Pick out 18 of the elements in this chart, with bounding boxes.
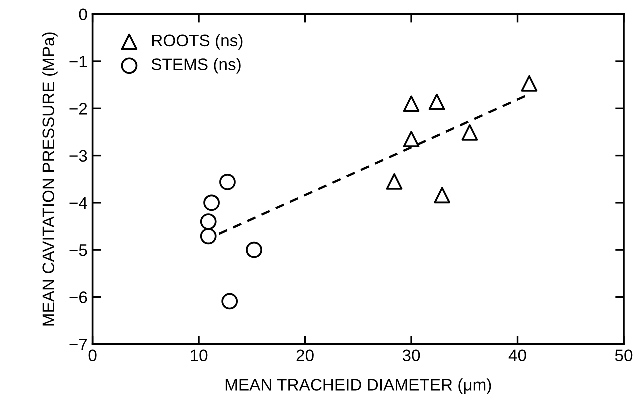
- legend-label: ROOTS (ns): [152, 34, 243, 50]
- y-tick-label: −3: [70, 150, 88, 162]
- y-tick-label: −4: [70, 198, 88, 209]
- x-tick-label: 50: [615, 350, 633, 362]
- x-tick-label: 0: [88, 350, 97, 362]
- x-tick-label: 30: [402, 350, 420, 362]
- y-tick-label: −6: [70, 292, 88, 304]
- x-axis-title: MEAN TRACHEID DIAMETER (μm): [226, 378, 492, 394]
- x-tick-label: 40: [508, 350, 526, 362]
- x-tick-label: 20: [296, 350, 314, 362]
- y-tick-label: 0: [79, 8, 88, 21]
- x-tick-label: 10: [191, 350, 208, 362]
- y-tick-label: −1: [70, 56, 88, 68]
- legend-label: STEMS (ns): [152, 58, 241, 74]
- y-tick-label: −2: [70, 103, 88, 115]
- y-tick-label: −7: [70, 338, 88, 350]
- y-tick-label: −5: [70, 244, 88, 256]
- y-axis-title: MEAN CAVITATION PRESSURE (MPa): [42, 32, 58, 326]
